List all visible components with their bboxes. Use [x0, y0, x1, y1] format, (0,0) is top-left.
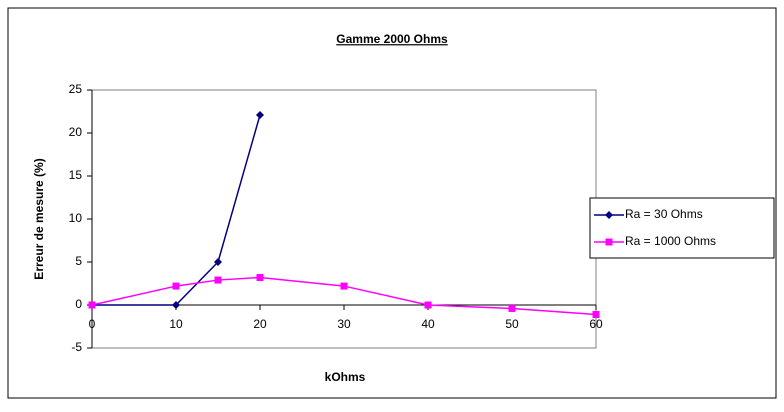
point	[424, 301, 432, 309]
x-axis-label: kOhms	[325, 370, 366, 384]
y-tick-label: 5	[75, 254, 82, 268]
legend-box	[589, 197, 775, 259]
legend-marker	[605, 238, 613, 246]
x-tick-label: 20	[253, 317, 267, 331]
y-tick-label: 15	[69, 168, 83, 182]
point	[592, 310, 600, 318]
point	[508, 304, 516, 312]
y-tick-label: -5	[71, 340, 82, 354]
y-tick-label: 20	[69, 125, 83, 139]
x-tick-label: 60	[589, 317, 603, 331]
legend-label: Ra = 1000 Ohms	[625, 234, 716, 248]
point	[256, 273, 264, 281]
x-tick-label: 50	[505, 317, 519, 331]
point	[172, 282, 180, 290]
x-tick-label: 40	[421, 317, 435, 331]
y-tick-label: 25	[69, 82, 83, 96]
series-line	[91, 276, 597, 316]
point	[172, 301, 180, 309]
x-tick-label: 10	[169, 317, 183, 331]
chart-title: Gamme 2000 Ohms	[336, 32, 448, 46]
legend-label: Ra = 30 Ohms	[625, 207, 703, 221]
y-tick-label: 10	[69, 211, 83, 225]
x-tick-label: 0	[89, 317, 96, 331]
x-tick-label: 30	[337, 317, 351, 331]
y-axis-label: Erreur de mesure (%)	[32, 158, 46, 279]
point	[214, 258, 222, 266]
point	[256, 110, 264, 119]
legend-marker	[605, 211, 613, 219]
y-tick-label: 0	[75, 297, 82, 311]
point	[214, 276, 222, 284]
point	[88, 301, 96, 309]
point	[340, 282, 348, 290]
